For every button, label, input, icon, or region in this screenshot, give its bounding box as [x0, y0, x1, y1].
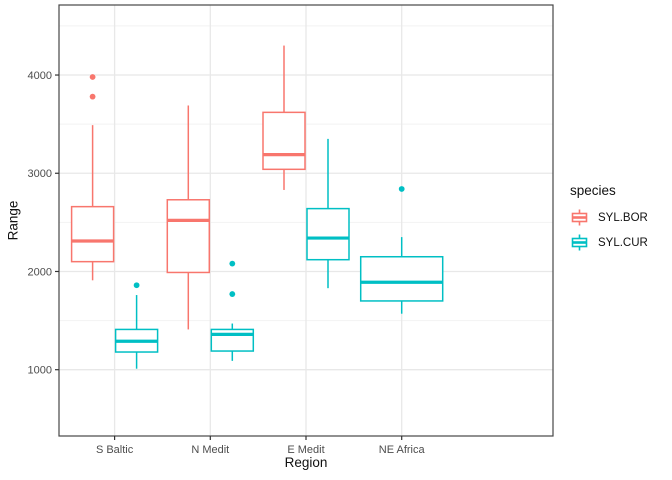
- outlier-syl-cur-n-medit: [229, 260, 236, 267]
- box-syl-bor-s-baltic: [70, 205, 115, 263]
- legend: species SYL.BOR SYL.CUR: [570, 183, 670, 255]
- x-tick-label: S Baltic: [96, 444, 134, 456]
- x-axis-title: Region: [284, 455, 328, 470]
- box-syl-cur-ne-africa: [359, 255, 444, 302]
- x-tick-label: NE Africa: [379, 444, 426, 456]
- outlier-syl-bor-s-baltic: [89, 93, 96, 100]
- box-syl-cur-n-medit: [210, 328, 255, 352]
- boxplot-key-icon: [571, 234, 588, 251]
- legend-title: species: [570, 183, 616, 198]
- y-tick-label: 4000: [28, 70, 52, 82]
- y-tick-label: 2000: [28, 266, 52, 278]
- box-syl-bor-e-medit: [262, 111, 306, 171]
- legend-item-syl-cur: SYL.CUR: [570, 230, 670, 255]
- legend-label-syl-cur: SYL.CUR: [598, 236, 648, 249]
- outlier-syl-bor-s-baltic: [89, 74, 96, 80]
- outlier-syl-cur-n-medit: [229, 291, 236, 297]
- y-tick-label: 3000: [28, 168, 52, 180]
- x-tick-label: E Medit: [287, 444, 324, 456]
- y-axis-title: Range: [5, 200, 21, 241]
- y-tick-label: 1000: [28, 364, 52, 376]
- legend-label-syl-bor: SYL.BOR: [598, 211, 648, 224]
- outlier-syl-cur-s-baltic: [133, 282, 140, 289]
- x-tick-label: N Medit: [191, 444, 229, 456]
- box-syl-cur-e-medit: [306, 207, 350, 261]
- boxplot-key-icon: [571, 209, 588, 226]
- box-syl-bor-n-medit: [166, 199, 211, 274]
- outlier-syl-cur-ne-africa: [398, 186, 405, 192]
- legend-item-syl-bor: SYL.BOR: [570, 205, 670, 230]
